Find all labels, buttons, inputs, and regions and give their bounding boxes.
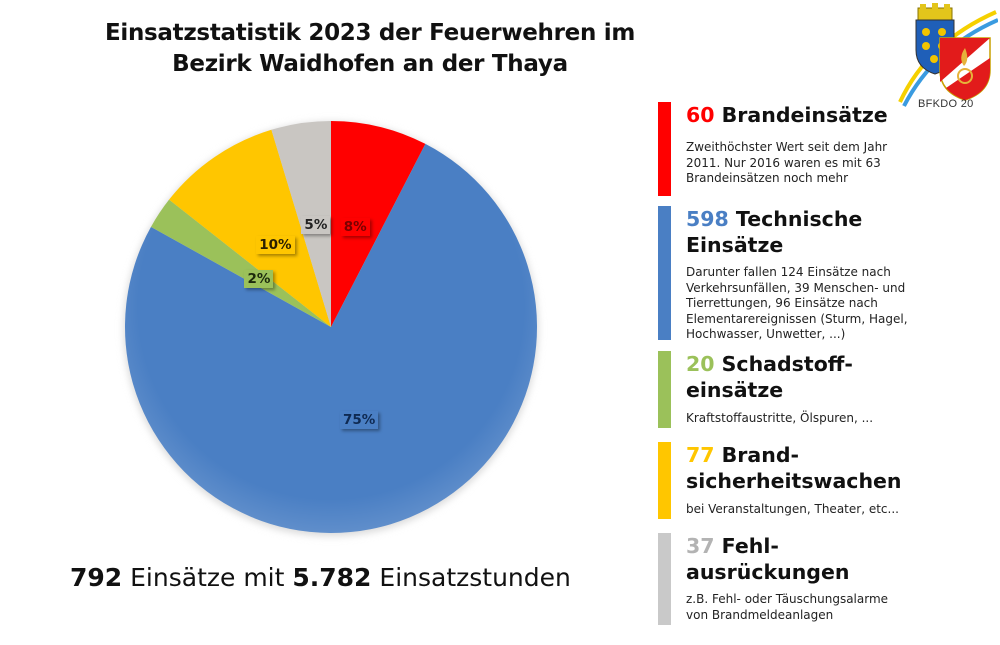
legend-label: Brandeinsätze — [714, 103, 888, 127]
legend-desc-line: Hochwasser, Unwetter, ...) — [686, 327, 846, 341]
summary-hours: 5.782 — [292, 563, 372, 592]
legend-desc-line: Tierrettungen, 96 Einsätze nach — [686, 296, 878, 310]
legend-label: Schadstoff- — [714, 352, 853, 376]
pie-chart — [124, 121, 538, 536]
legend-number: 60 — [686, 103, 715, 127]
legend-color-bar — [658, 351, 671, 428]
summary-total: 792 Einsätze mit 5.782 Einsatzstunden — [70, 563, 571, 592]
legend-desc-line: z.B. Fehl- oder Täuschungsalarme — [686, 592, 889, 606]
legend-desc-line: bei Veranstaltungen, Theater, etc... — [686, 502, 899, 516]
title-line-2: Bezirk Waidhofen an der Thaya — [172, 51, 568, 77]
legend-label-line-2: ausrückungen — [686, 560, 850, 584]
pie-data-label: 75% — [340, 410, 379, 429]
pie-data-label: 10% — [256, 236, 295, 255]
coat-of-arms-logo-icon — [898, 3, 998, 107]
legend-label-line-2: sicherheitswachen — [686, 469, 902, 493]
legend-desc-line: Zweithöchster Wert seit dem Jahr — [686, 140, 888, 154]
logo-text: BFKDO 20 — [918, 98, 974, 110]
legend-label: Fehl- — [714, 534, 779, 558]
legend-desc-line: Elementarereignissen (Sturm, Hagel, — [686, 311, 908, 326]
title-line-1: Einsatzstatistik 2023 der Feuerwehren im — [104, 20, 636, 46]
legend-number: 77 — [686, 443, 715, 467]
legend-number: 598 — [686, 207, 729, 231]
legend-desc-line: Darunter fallen 124 Einsätze nach — [686, 265, 891, 279]
page-title: Einsatzstatistik 2023 der Feuerwehren im… — [80, 18, 660, 80]
pie-data-label: 5% — [301, 216, 331, 235]
legend-desc-line: von Brandmeldeanlagen — [686, 607, 834, 622]
summary-hours-suffix: Einsatzstunden — [371, 563, 571, 592]
pie-data-label: 2% — [244, 270, 274, 289]
legend-desc-line: Kraftstoffaustritte, Ölspuren, ... — [686, 411, 874, 425]
legend-color-bar — [658, 102, 671, 196]
legend-color-bar — [658, 442, 671, 519]
pie-highlight — [125, 121, 537, 533]
legend-desc-line: Verkehrsunfällen, 39 Menschen- und — [686, 280, 906, 295]
legend-label: Technische — [728, 207, 863, 231]
summary-count: 792 — [70, 563, 123, 592]
legend-desc-line: Brandeinsätzen noch mehr — [686, 171, 849, 185]
legend-label-line-2: einsätze — [686, 378, 784, 402]
summary-count-suffix: Einsätze mit — [122, 563, 293, 592]
legend-number: 37 — [686, 534, 715, 558]
legend-label: Brand- — [714, 443, 800, 467]
legend-color-bar — [658, 533, 671, 625]
legend-color-bar — [658, 206, 671, 340]
legend-label-line-2: Einsätze — [686, 233, 784, 257]
legend-number: 20 — [686, 352, 715, 376]
legend-desc-line: 2011. Nur 2016 waren es mit 63 — [686, 155, 881, 170]
pie-data-label: 8% — [340, 217, 370, 236]
